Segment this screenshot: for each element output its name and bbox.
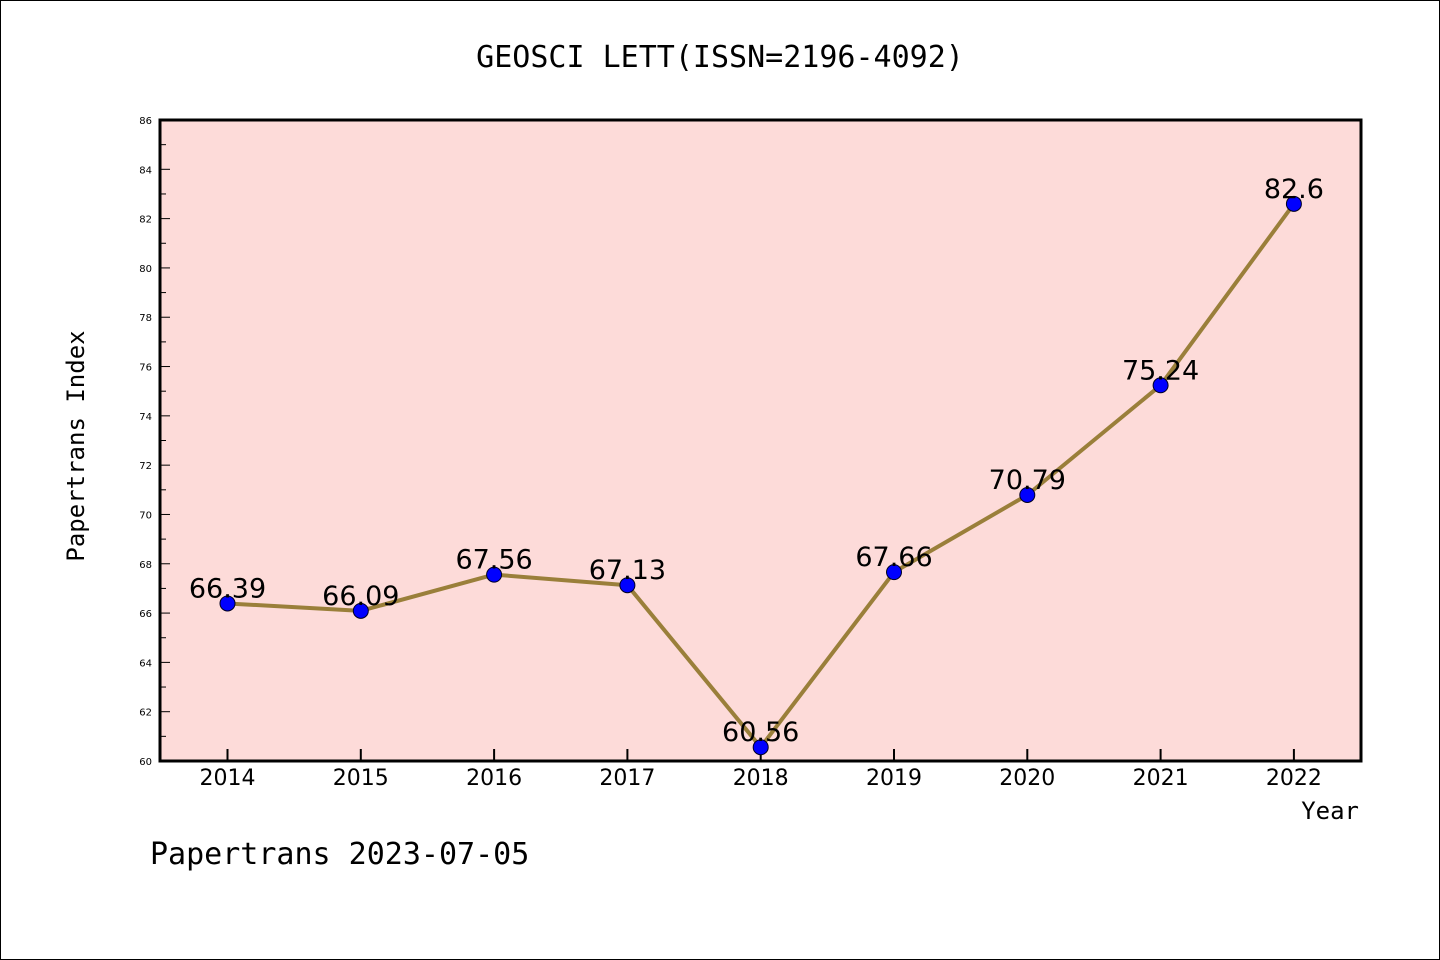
x-tick-label: 2019 [866, 766, 922, 791]
y-tick-label: 80 [139, 264, 152, 275]
data-label: 82.6 [1264, 174, 1324, 205]
data-points [219, 195, 1302, 756]
y-tick-label: 66 [139, 609, 152, 620]
data-point [352, 602, 369, 619]
y-axis-label: Papertrans Index [62, 330, 90, 561]
data-point [1285, 195, 1302, 212]
x-axis-ticks: 2014 2015 2016 2017 2018 2019 2020 2021 2022 [200, 749, 1322, 791]
x-tick-label: 2014 [200, 766, 256, 791]
x-tick-label: 2015 [333, 766, 389, 791]
data-point [886, 564, 902, 581]
data-label: 67.13 [589, 555, 666, 586]
data-point [486, 566, 503, 583]
data-label: 66.09 [322, 581, 399, 612]
data-label: 70.79 [989, 465, 1066, 496]
y-tick-label: 74 [139, 412, 152, 423]
x-tick-label: 2020 [999, 766, 1055, 791]
x-axis-label: Year [1301, 797, 1359, 825]
data-label: 67.56 [455, 545, 532, 576]
y-tick-label: 84 [139, 165, 152, 176]
chart-title: GEOSCI LETT(ISSN=2196-4092) [476, 40, 964, 75]
y-tick-label: 62 [139, 708, 152, 719]
data-label: 75.24 [1122, 355, 1199, 386]
data-point [619, 577, 636, 594]
data-label: 60.56 [722, 717, 799, 748]
x-tick-label: 2017 [599, 766, 655, 791]
y-axis-ticks: 60 62 64 66 68 70 72 74 76 78 80 82 84 86 [139, 116, 170, 768]
x-tick-label: 2021 [1133, 766, 1189, 791]
x-tick-label: 2016 [466, 766, 522, 791]
plot-area [158, 118, 1363, 763]
y-tick-label: 78 [139, 313, 152, 324]
data-point [1019, 486, 1036, 503]
y-tick-label: 64 [139, 658, 152, 669]
x-tick-label: 2022 [1266, 766, 1322, 791]
footer-credit: Papertrans 2023-07-05 [150, 837, 529, 872]
y-tick-label: 76 [139, 363, 152, 374]
data-point [752, 739, 769, 756]
data-point [1152, 377, 1169, 394]
x-tick-label: 2018 [733, 766, 789, 791]
data-point [219, 595, 236, 612]
y-tick-label: 72 [139, 461, 152, 472]
data-label: 66.39 [189, 573, 266, 604]
y-tick-label: 60 [139, 757, 152, 768]
y-tick-label: 68 [139, 560, 152, 571]
y-tick-label: 86 [139, 116, 152, 127]
data-labels: 66.39 66.09 67.56 67.13 60.56 67.66 70.79 75.24… [189, 174, 1324, 748]
y-tick-label: 82 [139, 215, 152, 226]
y-tick-label: 70 [139, 510, 152, 521]
data-label: 67.66 [855, 542, 932, 573]
